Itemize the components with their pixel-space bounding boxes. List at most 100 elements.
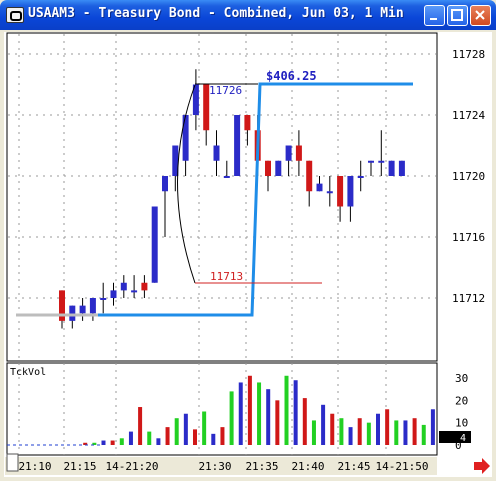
time-tick-label: 21:40	[291, 460, 324, 473]
volume-bar	[229, 391, 234, 445]
window-title: USAAM3 - Treasury Bond - Combined, Jun 0…	[28, 6, 404, 21]
volume-bar	[220, 427, 225, 445]
volume-bar	[284, 375, 289, 445]
candle-body	[347, 176, 354, 207]
volume-bar	[311, 420, 316, 445]
volume-bar	[128, 431, 133, 445]
volume-tick-label: 30	[455, 372, 468, 385]
candle-body	[234, 115, 241, 176]
scroll-right-button[interactable]	[474, 458, 490, 474]
candle-body	[100, 298, 107, 300]
volume-bar	[339, 418, 344, 445]
candle-body	[337, 176, 344, 207]
time-tick-label: 14-21:50	[376, 460, 429, 473]
volume-bar	[165, 427, 170, 445]
candle-body	[244, 115, 251, 131]
volume-bar	[266, 389, 271, 445]
candle-body	[192, 84, 199, 115]
candle-body	[172, 145, 179, 176]
candle-body	[162, 176, 168, 192]
price-tick-label: 11716	[452, 231, 485, 244]
volume-bar	[394, 420, 399, 445]
volume-bar	[138, 407, 143, 445]
close-icon	[475, 10, 485, 20]
volume-tick-label: 0	[455, 439, 462, 452]
close-button[interactable]	[470, 5, 491, 26]
profit-label: $406.25	[266, 69, 317, 83]
volume-bar	[357, 418, 362, 445]
volume-bar	[330, 413, 335, 445]
candle-body	[368, 160, 374, 163]
volume-bar	[293, 380, 298, 445]
candle-body	[69, 305, 76, 321]
candle-body	[151, 206, 158, 283]
maximize-button[interactable]	[447, 5, 468, 26]
grid	[8, 34, 436, 455]
candle-body	[59, 290, 65, 321]
low-label: 11713	[210, 270, 243, 283]
trade-equity-line	[98, 82, 413, 317]
candle-body	[285, 145, 292, 161]
candle-body	[203, 84, 210, 131]
volume-indicator-label: TckVol	[10, 367, 46, 378]
time-axis-labels: 21:10 21:15 14-21:20 21:30 21:35 21:40 21:45 14…	[18, 460, 428, 473]
candle-body	[131, 290, 138, 293]
volume-bar	[257, 382, 262, 445]
arrow-right-icon	[474, 458, 490, 474]
volume-bars	[83, 375, 435, 445]
candle-body	[223, 176, 230, 178]
candle-body	[388, 160, 395, 176]
candles	[59, 69, 405, 329]
candle-body	[275, 160, 282, 176]
volume-bar	[385, 409, 390, 445]
price-tick-label: 11728	[452, 48, 485, 61]
range-arc	[177, 84, 196, 284]
price-pane	[6, 32, 438, 362]
candle-body	[326, 191, 333, 194]
candle-body	[79, 305, 86, 314]
candle-body	[357, 176, 364, 178]
time-tick-label: 14-21:20	[106, 460, 159, 473]
maximize-icon	[451, 9, 463, 21]
volume-tick-label: 20	[455, 394, 468, 407]
price-tick-label: 11720	[452, 170, 485, 183]
chart-area: 11728 11724 11720 11716 11712 30 20 10 0 11726 …	[4, 32, 492, 477]
candle-body	[265, 160, 271, 176]
time-tick-label: 21:45	[337, 460, 370, 473]
volume-bar	[193, 429, 197, 445]
app-icon[interactable]	[6, 7, 24, 23]
price-axis: 11728 11724 11720 11716 11712	[452, 48, 485, 305]
volume-bar	[119, 438, 124, 445]
volume-tick-label: 10	[455, 417, 468, 430]
volume-bar	[156, 438, 161, 445]
time-tick-label: 21:35	[245, 460, 278, 473]
volume-bar	[110, 440, 115, 445]
volume-bar	[202, 411, 207, 445]
volume-axis: 30 20 10 0	[455, 372, 468, 452]
minimize-button[interactable]	[424, 5, 445, 26]
title-bar: USAAM3 - Treasury Bond - Combined, Jun 0…	[0, 0, 496, 30]
volume-bar	[430, 409, 435, 445]
volume-bar	[238, 382, 243, 445]
candle-body	[306, 160, 313, 192]
high-label: 11726	[209, 84, 242, 97]
volume-bar	[92, 442, 97, 445]
candle-body	[120, 282, 127, 291]
volume-bar	[174, 418, 179, 445]
volume-bar	[211, 433, 216, 445]
minimize-icon	[430, 18, 437, 20]
volume-bar	[183, 413, 188, 445]
candle-body	[213, 145, 220, 161]
volume-bar	[83, 442, 88, 445]
volume-bar	[321, 404, 326, 445]
candle-body	[182, 115, 189, 161]
candle-body	[295, 145, 302, 161]
volume-bar	[366, 422, 371, 445]
price-tick-label: 11724	[452, 109, 485, 122]
time-tick-label: 21:10	[18, 460, 51, 473]
scroll-left-handle[interactable]	[6, 453, 19, 472]
candle-body	[316, 183, 323, 192]
volume-bar	[348, 427, 353, 445]
volume-current-value: 4	[460, 433, 466, 444]
